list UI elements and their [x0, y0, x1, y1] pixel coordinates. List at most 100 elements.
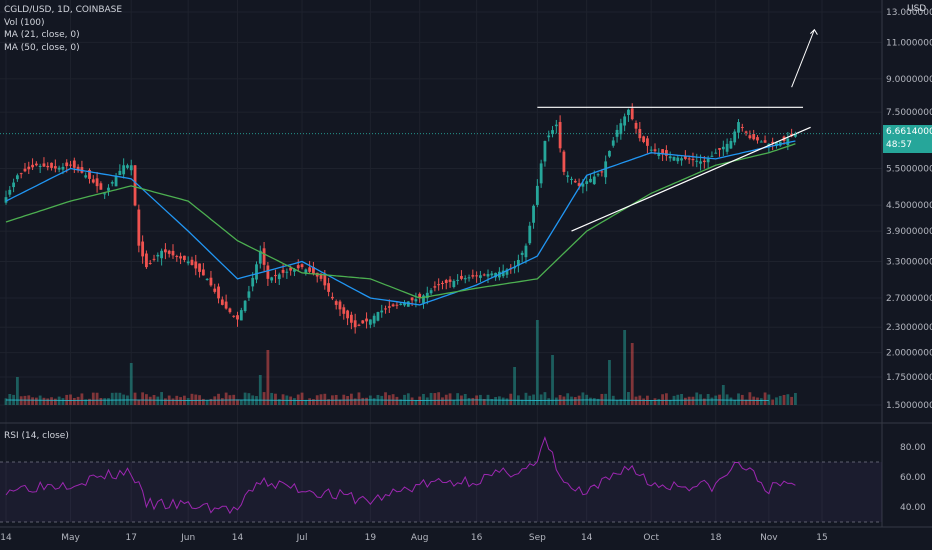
candle-body — [646, 138, 649, 146]
volume-bar — [778, 395, 782, 405]
volume-bar — [372, 398, 376, 405]
candle-body — [380, 310, 384, 313]
indicator-volume[interactable]: Vol (100) — [4, 17, 45, 28]
volume-bar — [247, 393, 251, 405]
volume-bar — [137, 399, 141, 405]
volume-bar — [482, 399, 486, 405]
volume-bar — [220, 398, 224, 405]
candle-body — [748, 135, 752, 139]
candle-body — [342, 307, 346, 314]
candle-body — [759, 141, 763, 143]
volume-bar — [145, 394, 148, 405]
volume-bar — [95, 392, 99, 405]
candle-body — [228, 308, 232, 313]
candle-body — [566, 175, 570, 177]
candle-body — [61, 166, 65, 170]
candle-body — [672, 157, 676, 161]
candle-body — [243, 300, 247, 312]
volume-bar — [141, 392, 145, 405]
candle-body — [296, 265, 300, 269]
candle-body — [611, 140, 615, 146]
candle-body — [34, 163, 38, 166]
candle-body — [361, 320, 365, 324]
candle-body — [562, 151, 566, 172]
volume-bar — [570, 396, 573, 405]
candle-body — [756, 137, 759, 141]
candle-body — [403, 302, 406, 306]
price-axis-label: 7.50000000 — [886, 108, 932, 118]
volume-bar — [399, 399, 403, 405]
volume-bar — [186, 398, 190, 405]
candle-body — [577, 183, 581, 186]
last-price-countdown: 48:57 — [886, 140, 912, 150]
volume-ma-line — [5, 399, 769, 402]
candle-body — [623, 116, 627, 126]
volume-bar — [608, 360, 611, 405]
candle-body — [642, 136, 646, 142]
volume-bar — [118, 392, 122, 405]
candle-body — [551, 130, 554, 135]
rsi-legend[interactable]: RSI (14, close) — [4, 431, 69, 441]
volume-bar — [357, 392, 361, 405]
candle-body — [376, 312, 380, 321]
time-axis-label: 18 — [710, 533, 722, 543]
currency-label[interactable]: USD — [907, 4, 927, 14]
time-axis-label: May — [61, 533, 80, 543]
candle-body — [156, 254, 160, 257]
volume-bar — [281, 394, 285, 405]
volume-bar — [433, 393, 437, 405]
volume-bar — [274, 393, 277, 405]
volume-bar — [42, 397, 46, 405]
volume-bar — [296, 394, 300, 405]
candle-body — [752, 133, 756, 140]
volume-bar — [623, 330, 627, 405]
candle-body — [460, 275, 463, 279]
candle-body — [471, 275, 475, 277]
candle-body — [422, 295, 425, 304]
volume-bar — [691, 396, 695, 405]
candle-body — [608, 150, 611, 157]
candle-body — [763, 140, 767, 143]
volume-bar — [573, 397, 577, 405]
candle-body — [258, 250, 262, 264]
rsi-band-fill — [0, 462, 882, 522]
candle-body — [88, 169, 91, 179]
candle-body — [664, 150, 668, 156]
legend: CGLD/USD, 1D, COINBASE Vol (100) MA (21,… — [4, 4, 122, 54]
volume-bar — [349, 393, 353, 405]
candle-body — [687, 158, 691, 160]
candle-body — [236, 315, 239, 320]
volume-bar — [239, 399, 243, 405]
indicator-ma50[interactable]: MA (50, close, 0) — [4, 42, 80, 53]
candle-body — [23, 168, 27, 172]
volume-bar — [414, 399, 418, 405]
candle-body — [699, 161, 702, 164]
candle-body — [475, 275, 479, 277]
candle-body — [399, 303, 403, 305]
volume-bar — [509, 393, 513, 405]
candle-body — [103, 193, 107, 195]
volume-bar — [748, 392, 752, 405]
volume-bar — [224, 392, 228, 405]
volume-bar — [19, 396, 23, 405]
volume-bar — [205, 399, 209, 405]
candle-body — [323, 273, 327, 286]
price-axis-label: 2.70000000 — [886, 294, 932, 304]
volume-bar — [88, 398, 91, 405]
volume-bar — [114, 392, 118, 405]
candle-body — [141, 241, 145, 257]
symbol-title[interactable]: CGLD/USD, 1D, COINBASE — [4, 5, 123, 15]
indicator-ma21[interactable]: MA (21, close, 0) — [4, 30, 80, 40]
candle-body — [308, 267, 312, 272]
candle-body — [771, 141, 775, 144]
candle-body — [277, 274, 281, 280]
candle-body — [456, 279, 460, 281]
volume-bar — [615, 399, 619, 405]
volume-bar — [266, 350, 270, 405]
candle-body — [46, 165, 50, 168]
candle-body — [38, 165, 42, 167]
candle-body — [220, 299, 224, 305]
volume-bar — [8, 393, 12, 405]
candle-body — [494, 272, 497, 278]
